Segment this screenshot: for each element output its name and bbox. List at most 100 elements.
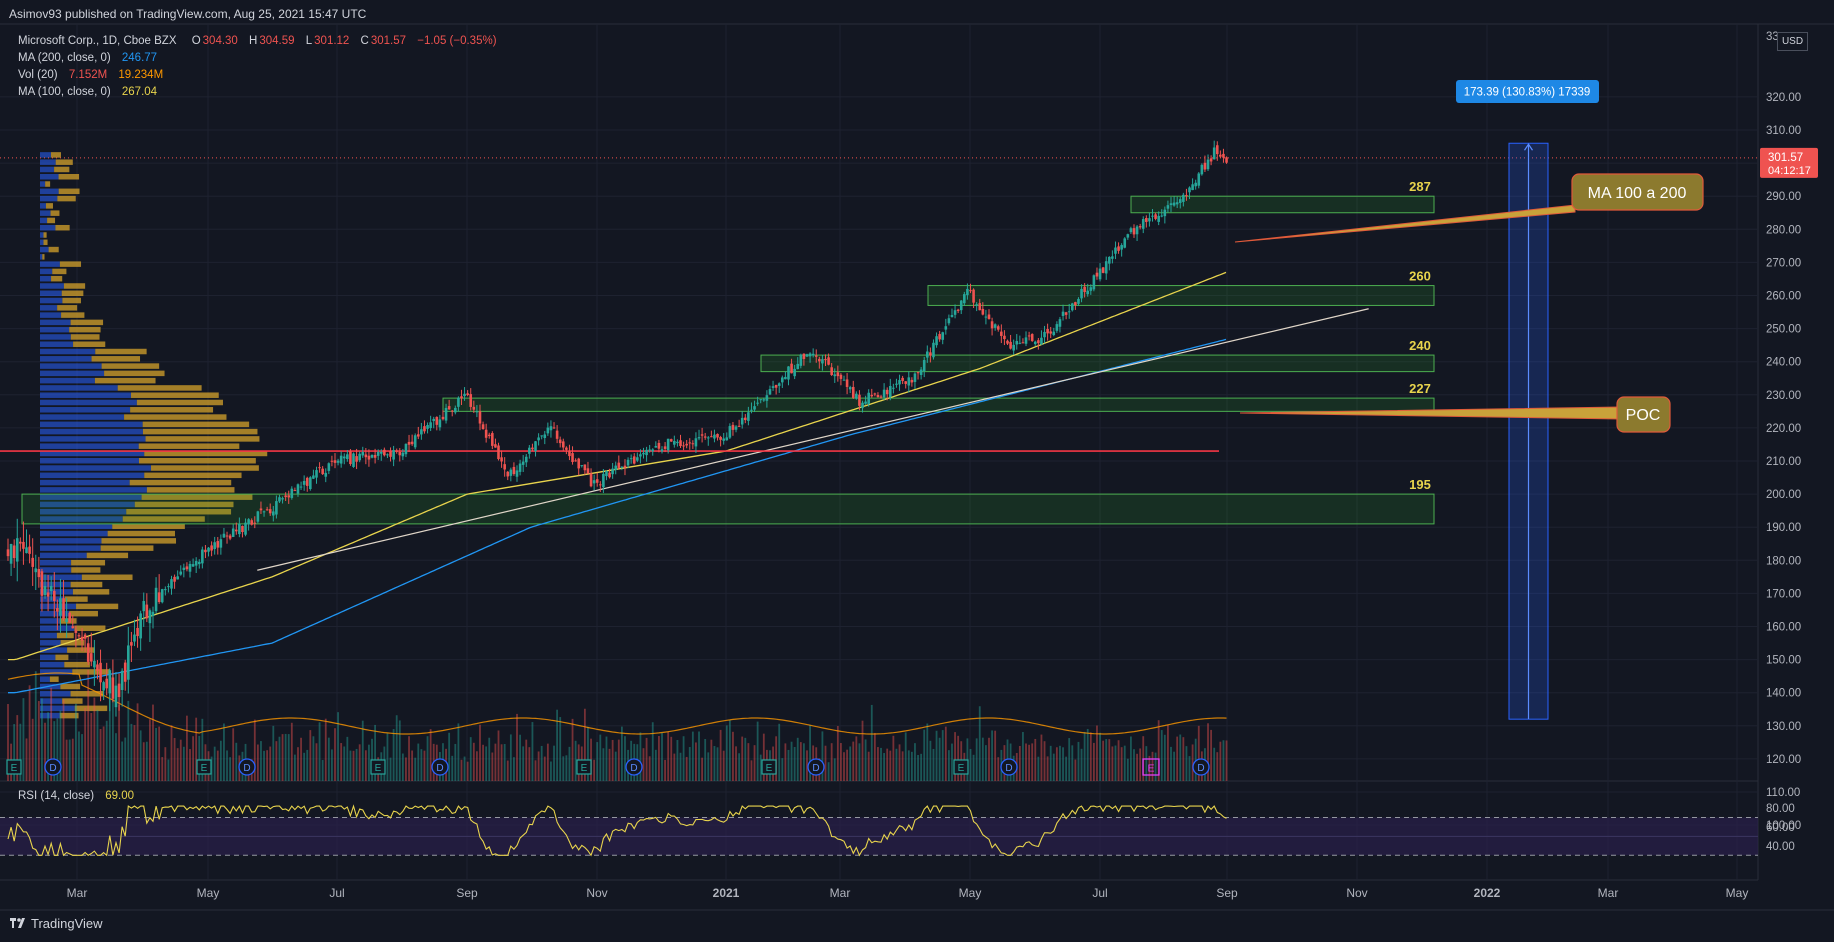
volume-bar <box>747 743 750 781</box>
rsi-value: 69.00 <box>105 790 135 802</box>
candle-body <box>1126 234 1130 238</box>
candle-body <box>145 604 149 619</box>
volume-bar <box>16 715 19 781</box>
volume-bar <box>349 750 352 781</box>
candle-body <box>336 460 340 463</box>
volume-bar <box>62 699 65 781</box>
volume-bar <box>223 723 225 781</box>
candle-body <box>1037 340 1040 344</box>
volume-bar <box>806 750 808 781</box>
candle-body <box>1197 173 1201 186</box>
dividend-marker <box>238 758 256 776</box>
volume-legend[interactable]: Vol (20) 7.152M 19.234M <box>18 69 165 81</box>
currency-button[interactable]: USD <box>1777 32 1808 51</box>
rsi-legend[interactable]: RSI (14, close) 69.00 <box>18 790 136 802</box>
volume-bar <box>997 757 1000 781</box>
volume-profile-bar-up <box>40 305 58 311</box>
candle-body <box>1055 324 1059 331</box>
candle-body <box>926 351 929 358</box>
volume-bar <box>1154 752 1157 781</box>
volume-bar <box>707 752 710 781</box>
candle-body <box>454 407 457 413</box>
candle-body <box>96 664 99 671</box>
volume-bar <box>1194 738 1197 781</box>
candle-body <box>617 462 621 468</box>
candle-body <box>302 480 306 485</box>
volume-bar <box>938 737 941 781</box>
rsi-tick-label: 60.00 <box>1766 822 1795 834</box>
volume-bar <box>47 712 50 781</box>
volume-profile-bar-up <box>40 341 74 347</box>
volume-bar <box>775 736 778 781</box>
candle-body <box>472 406 476 410</box>
ma200-legend[interactable]: MA (200, close, 0) 246.77 <box>18 52 159 64</box>
volume-bar <box>56 718 59 781</box>
candle-body <box>629 458 633 460</box>
volume-bar <box>65 739 68 781</box>
dividend-marker-label: D <box>812 763 819 774</box>
candle-body <box>935 336 938 346</box>
candle-body <box>762 399 766 401</box>
candle-body <box>500 457 503 462</box>
candle-body <box>1098 268 1102 280</box>
candle-body <box>1157 215 1160 222</box>
candle-body <box>22 541 25 549</box>
ma100-legend[interactable]: MA (100, close, 0) 267.04 <box>18 86 159 98</box>
volume-bar <box>701 757 704 781</box>
dividend-marker-label: D <box>243 763 250 774</box>
price-tick-label: 160.00 <box>1766 622 1801 634</box>
volume-bar <box>559 717 562 781</box>
volume-bar <box>102 726 105 781</box>
candle-body <box>839 374 843 379</box>
price-tick-label: 260.00 <box>1766 291 1801 303</box>
candle-body <box>1188 187 1191 193</box>
candle-body <box>77 635 81 637</box>
volume-profile-bar-up <box>40 356 92 362</box>
volume-bar <box>846 749 848 781</box>
candle-body <box>457 397 460 407</box>
candle-body <box>207 547 210 552</box>
price-tick-label: 150.00 <box>1766 655 1801 667</box>
candle-body <box>663 446 667 449</box>
candle-body <box>231 528 235 537</box>
candle-body <box>407 441 411 445</box>
candle-body <box>771 386 775 388</box>
volume-bar <box>553 745 555 781</box>
volume-bar <box>281 734 284 781</box>
tradingview-footer[interactable]: TradingView <box>10 916 103 931</box>
candle-body <box>401 452 405 457</box>
candle-body <box>438 419 442 428</box>
volume-bar <box>497 730 500 781</box>
volume-bar <box>105 720 108 781</box>
candle-body <box>503 464 506 470</box>
candle-body <box>1000 331 1003 336</box>
candle-body <box>309 477 312 490</box>
candle-body <box>123 662 127 682</box>
price-tick-label: 120.00 <box>1766 754 1801 766</box>
candle-body <box>216 541 220 548</box>
volume-profile-bar-down <box>70 319 104 326</box>
volume-bar <box>284 733 287 781</box>
volume-profile-bar-down <box>45 181 51 187</box>
candle-body <box>370 454 374 458</box>
volume-profile-bar-up <box>40 283 64 289</box>
volume-profile-bar-down <box>141 494 253 500</box>
candle-body <box>478 411 482 424</box>
candle-body <box>978 303 982 311</box>
volume-bar <box>645 737 648 781</box>
volume-bar <box>1225 740 1228 781</box>
price-tick-label: 180.00 <box>1766 555 1801 567</box>
volume-profile-bar-up <box>40 581 71 588</box>
candle-body <box>1070 303 1074 311</box>
price-tick-label: 190.00 <box>1766 522 1801 534</box>
vol-value: 7.152M <box>68 69 108 81</box>
candle-body <box>543 434 547 439</box>
candle-body <box>904 381 908 384</box>
volume-bar <box>978 706 981 781</box>
volume-profile-bar-down <box>43 239 48 246</box>
volume-bar <box>337 712 339 781</box>
candle-body <box>568 451 571 457</box>
volume-bar <box>513 757 515 781</box>
volume-profile-bar-down <box>70 334 100 340</box>
